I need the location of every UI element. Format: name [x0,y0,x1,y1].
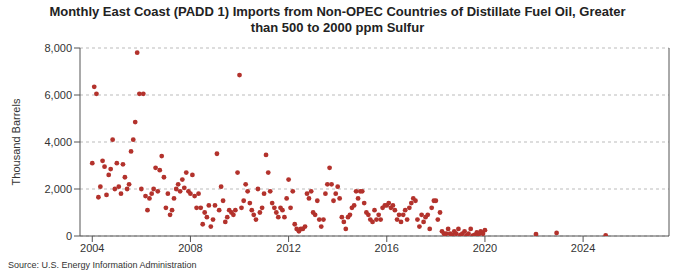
svg-text:2020: 2020 [473,242,497,254]
html-text:Source: U.S. Energy Informatio: Source: U.S. Energy Information Administ… [8,260,197,270]
svg-text:2004: 2004 [80,242,104,254]
svg-text:8,000: 8,000 [44,42,72,54]
svg-text:2016: 2016 [375,242,399,254]
svg-text:0: 0 [66,230,72,242]
svg-text:6,000: 6,000 [44,89,72,101]
html-text:Monthly East Coast (PADD 1) Im: Monthly East Coast (PADD 1) Imports from… [49,4,626,35]
svg-text:2012: 2012 [276,242,300,254]
svg-text:2,000: 2,000 [44,183,72,195]
svg-text:2008: 2008 [178,242,202,254]
svg-text:Thousand Barrels: Thousand Barrels [10,98,22,185]
svg-text:4,000: 4,000 [44,136,72,148]
svg-text:2024: 2024 [571,242,595,254]
